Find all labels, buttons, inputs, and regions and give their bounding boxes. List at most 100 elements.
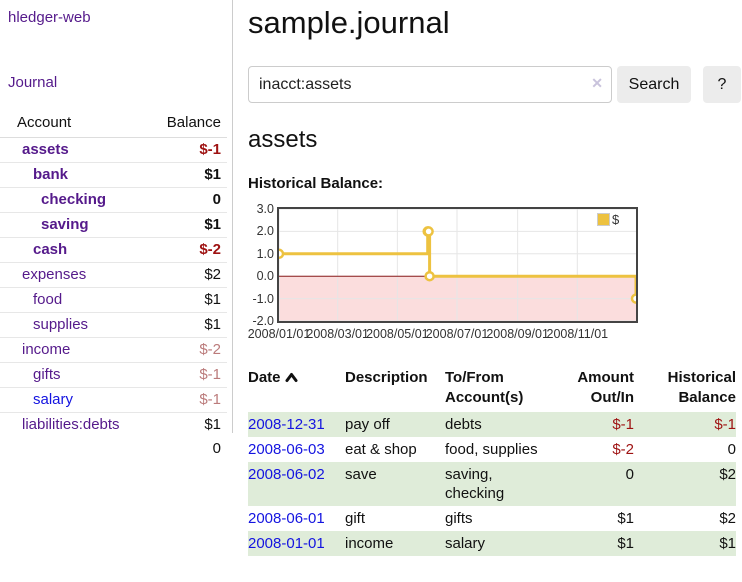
total-row: 0 (0, 437, 227, 461)
account-column-header: Account (0, 112, 151, 138)
y-axis-tick-label: 1.0 (256, 246, 274, 261)
transaction-description: gift (345, 510, 366, 527)
x-axis-tick-label: 2008/09/01 (486, 327, 549, 341)
account-link[interactable]: saving (41, 216, 89, 233)
transaction-date: 2008-06-02 (248, 462, 345, 506)
sort-ascending-icon (285, 369, 298, 389)
column-header-date[interactable]: Date (248, 366, 345, 412)
account-link[interactable]: assets (22, 141, 69, 158)
transactions-header-row: Date Description To/From Account(s) Amount Ou… (248, 366, 736, 412)
y-axis-tick-label: -2.0 (252, 314, 274, 328)
app-title-link[interactable]: hledger-web (8, 9, 91, 26)
legend-swatch-icon (596, 212, 611, 227)
transaction-balance: $-1 (714, 416, 736, 433)
transaction-description: save (345, 466, 377, 483)
transaction-date-link[interactable]: 2008-01-01 (248, 535, 325, 552)
account-row: gifts $-1 (0, 362, 227, 388)
transaction-row: 2008-06-01 gift gifts $1 $2 (248, 506, 736, 531)
account-balance: $1 (150, 287, 227, 313)
search-help-button[interactable]: ? (703, 66, 741, 103)
account-balance: $1 (150, 412, 227, 437)
balance-column-header: Balance (150, 112, 227, 138)
account-balance: 0 (150, 187, 227, 213)
chart-canvas (273, 208, 642, 322)
account-link[interactable]: liabilities:debts (22, 416, 120, 433)
transaction-date: 2008-12-31 (248, 412, 345, 437)
account-link[interactable]: bank (33, 166, 69, 183)
account-row: food $1 (0, 287, 227, 313)
account-link[interactable]: gifts (33, 366, 61, 383)
transaction-balance: 0 (727, 441, 736, 458)
transaction-amount: 0 (625, 466, 634, 483)
account-link[interactable]: supplies (33, 316, 89, 333)
chart-legend: $ (596, 212, 621, 227)
account-row: checking 0 (0, 187, 227, 213)
account-link[interactable]: expenses (22, 266, 87, 283)
account-balance: $-2 (150, 337, 227, 363)
search-form: ✕ Search ? (248, 66, 742, 103)
transaction-amount: $1 (617, 535, 634, 552)
transaction-accounts: salary (445, 535, 486, 552)
transaction-description: pay off (345, 416, 390, 433)
transaction-date-link[interactable]: 2008-06-02 (248, 466, 325, 483)
search-button[interactable]: Search (617, 66, 691, 103)
account-row: supplies $1 (0, 312, 227, 338)
transaction-accounts: food, supplies (445, 441, 538, 458)
transaction-accounts: gifts (445, 510, 473, 527)
column-header-description: Description (345, 369, 428, 386)
account-link[interactable]: income (22, 341, 71, 358)
account-balance: $1 (150, 312, 227, 338)
account-balance: $2 (150, 262, 227, 288)
x-axis-tick-label: 2008/05/01 (366, 327, 429, 341)
search-input[interactable] (248, 66, 612, 103)
transaction-date: 2008-06-01 (248, 506, 345, 531)
transaction-description: income (345, 535, 394, 552)
account-balance: $-1 (150, 362, 227, 388)
sidebar-item-journal[interactable]: Journal (8, 74, 58, 91)
account-link[interactable]: salary (33, 391, 74, 408)
total-row-spacer (0, 437, 151, 461)
total-balance: 0 (212, 440, 221, 457)
transaction-row: 2008-12-31 pay off debts $-1 $-1 (248, 412, 736, 437)
account-link[interactable]: cash (33, 241, 68, 258)
main-content: sample.journal ✕ Search ? assets Histori… (248, 0, 742, 556)
x-axis-tick-label: 2008/11/01 (546, 327, 609, 341)
transaction-date-link[interactable]: 2008-12-31 (248, 416, 325, 433)
transaction-amount: $1 (617, 510, 634, 527)
account-balance: $1 (150, 212, 227, 238)
page-title: sample.journal (248, 5, 450, 40)
account-heading: assets (248, 126, 318, 153)
account-row: bank $1 (0, 162, 227, 188)
account-row: assets $-1 (0, 138, 227, 163)
account-row: income $-2 (0, 337, 227, 363)
column-header-balance: Historical Balance (667, 369, 736, 406)
y-axis-tick-label: 0.0 (256, 269, 274, 284)
column-header-amount: Amount Out/In (577, 369, 634, 406)
transaction-row: 2008-06-02 save saving, checking 0 $2 (248, 462, 736, 506)
account-row: expenses $2 (0, 262, 227, 288)
transaction-balance: $2 (719, 510, 736, 527)
column-header-accounts: To/From Account(s) (445, 369, 524, 406)
account-row: saving $1 (0, 212, 227, 238)
transaction-date-link[interactable]: 2008-06-01 (248, 510, 325, 527)
x-axis-tick-label: 2008/07/01 (425, 327, 489, 341)
accounts-table-header-row: Account Balance (0, 112, 227, 138)
account-link[interactable]: checking (41, 191, 107, 208)
x-axis-tick-label: 2008/01/01 (247, 327, 311, 341)
clear-search-icon[interactable]: ✕ (591, 75, 603, 91)
chart-title: Historical Balance: (248, 175, 384, 192)
account-balance: $-2 (150, 237, 227, 263)
sidebar: hledger-web Journal Account Balance asse… (0, 0, 233, 457)
transaction-balance: $2 (719, 466, 736, 483)
transaction-date-link[interactable]: 2008-06-03 (248, 441, 325, 458)
transaction-date: 2008-01-01 (248, 531, 345, 556)
transaction-accounts: saving, checking (445, 466, 505, 502)
account-balance: $-1 (150, 387, 227, 413)
transactions-table: Date Description To/From Account(s) Amount Ou… (248, 366, 736, 556)
account-link[interactable]: food (33, 291, 63, 308)
transaction-accounts: debts (445, 416, 482, 433)
legend-label: $ (612, 212, 620, 227)
transaction-row: 2008-06-03 eat & shop food, supplies $-2 0 (248, 437, 736, 462)
transaction-amount: $-1 (612, 416, 634, 433)
y-axis-tick-label: 3.0 (256, 202, 274, 216)
